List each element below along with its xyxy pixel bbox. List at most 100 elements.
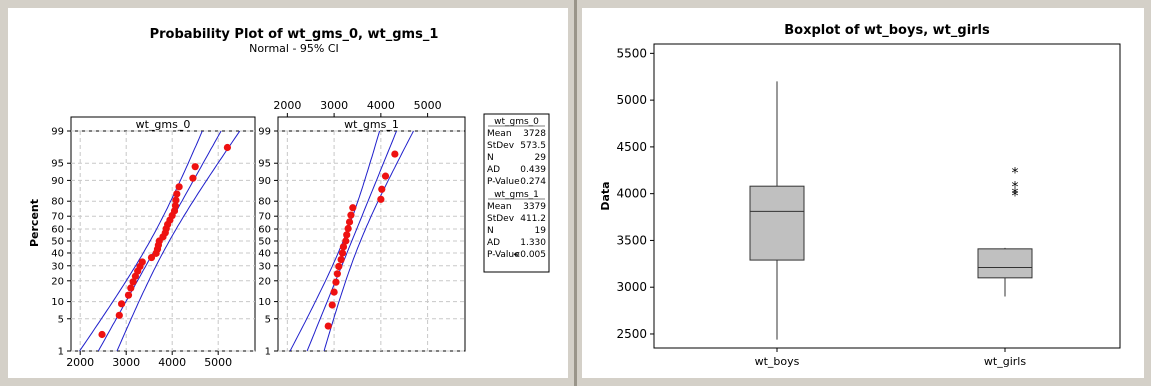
stats-label: P-Value	[487, 250, 520, 260]
x-tick-label: 3000	[112, 356, 140, 369]
panel-header-label: wt_gms_1	[344, 118, 399, 131]
data-point	[172, 196, 180, 204]
data-point	[337, 256, 345, 264]
stats-label: StDev	[487, 141, 515, 151]
y-tick-label: 1	[265, 347, 271, 358]
data-point	[381, 172, 390, 180]
stats-header: wt_gms_1	[494, 190, 539, 200]
y-tick-label: 30	[51, 261, 64, 272]
y-tick-label: 95	[51, 159, 64, 170]
y-tick-label: 50	[51, 237, 64, 248]
stats-value: 573.5	[520, 141, 546, 151]
box-wt_girls: ****	[977, 165, 1033, 297]
stats-label: AD	[487, 238, 500, 248]
y-tick-label: 40	[258, 248, 271, 259]
data-point	[343, 231, 351, 239]
stats-label: AD	[487, 165, 500, 175]
y-tick-label: 5	[58, 314, 64, 325]
y-tick-label: 99	[258, 127, 271, 138]
data-point	[223, 143, 231, 152]
x-tick-label: 3000	[320, 99, 348, 112]
stats-label: N	[487, 153, 494, 163]
data-point	[118, 300, 126, 308]
data-point	[328, 301, 336, 309]
y-tick-label: 3000	[616, 280, 647, 294]
stats-value: 19	[535, 226, 547, 236]
data-point	[189, 174, 197, 182]
data-point	[191, 163, 199, 171]
y-tick-label: 95	[258, 159, 271, 170]
x-tick-label: 2000	[273, 99, 301, 112]
data-point	[377, 195, 385, 203]
data-point	[147, 253, 156, 262]
stats-header: wt_gms_0	[494, 117, 539, 127]
x-tick-label: 2000	[66, 356, 94, 369]
x-tick-label: 5000	[204, 356, 232, 369]
stats-value: 29	[535, 153, 547, 163]
y-tick-label: 60	[258, 225, 271, 236]
y-tick-label: 2500	[616, 327, 647, 341]
x-tick-label: wt_girls	[984, 355, 1026, 368]
data-point	[391, 150, 399, 158]
data-point	[347, 211, 355, 219]
data-point	[378, 185, 386, 193]
probability-plot-chart: Probability Plot of wt_gms_0, wt_gms_1No…	[28, 27, 550, 369]
data-point	[338, 249, 347, 257]
data-point	[324, 322, 332, 330]
y-tick-label: 90	[258, 176, 271, 187]
data-point	[98, 330, 106, 339]
data-point	[333, 270, 341, 278]
panel-frame	[277, 116, 466, 352]
y-tick-label: 4000	[616, 187, 647, 201]
chart-subtitle: Normal - 95% CI	[249, 42, 339, 55]
y-tick-label: 80	[258, 197, 271, 208]
stats-value: 0.274	[520, 177, 546, 187]
stats-label: Mean	[487, 129, 512, 139]
box	[977, 248, 1033, 279]
data-point	[115, 311, 123, 319]
y-tick-label: 3500	[616, 233, 647, 247]
probability-plot-window: Probability Plot of wt_gms_0, wt_gms_1 No…	[8, 8, 568, 378]
data-point	[342, 237, 350, 245]
x-tick-label: wt_boys	[755, 355, 800, 368]
stats-value: 1.330	[520, 238, 546, 248]
data-point	[127, 284, 135, 292]
y-tick-label: 30	[258, 261, 271, 272]
stats-value: 3728	[523, 129, 546, 139]
data-point	[124, 291, 133, 299]
stats-label: P-Value	[487, 177, 520, 187]
y-tick-label: 1	[58, 347, 64, 358]
y-tick-label: 5	[265, 314, 271, 325]
y-tick-label: 99	[51, 127, 64, 138]
plot-frame	[653, 43, 1121, 349]
y-tick-label: 20	[51, 276, 64, 287]
stats-value: 3379	[523, 202, 546, 212]
y-tick-label: 5500	[616, 46, 647, 60]
data-point	[345, 218, 354, 226]
y-tick-label: 20	[258, 276, 271, 287]
y-axis-label: Percent	[28, 199, 41, 247]
y-tick-label: 90	[51, 176, 64, 187]
stats-label: N	[487, 226, 494, 236]
y-tick-label: 50	[258, 237, 271, 248]
stats-value: <0.005	[513, 250, 546, 260]
data-point	[173, 190, 181, 198]
data-point	[335, 262, 343, 271]
stats-label: Mean	[487, 202, 512, 212]
y-tick-label: 80	[51, 197, 64, 208]
x-tick-label: 4000	[367, 99, 395, 112]
ci-line	[79, 131, 203, 351]
window-splitter[interactable]	[574, 0, 577, 386]
y-tick-label: 60	[51, 225, 64, 236]
ci-line	[323, 131, 414, 351]
chart-title: Probability Plot of wt_gms_0, wt_gms_1	[150, 27, 439, 42]
fit-line	[306, 131, 397, 351]
data-point	[344, 224, 352, 233]
data-point	[129, 278, 137, 286]
x-tick-label: 4000	[158, 356, 186, 369]
data-point	[171, 202, 180, 210]
ci-line	[116, 131, 241, 351]
